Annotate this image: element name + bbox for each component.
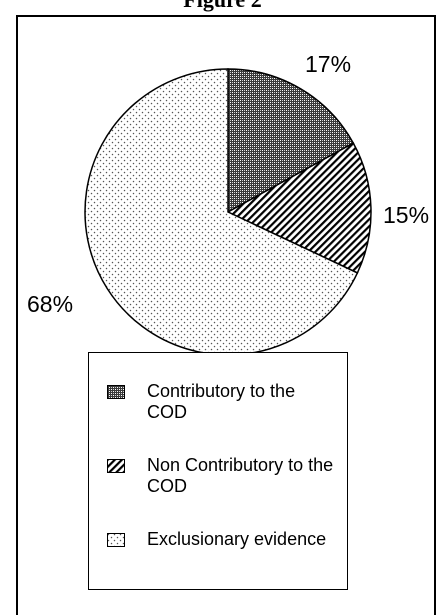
pie-slice-non-contributory [226, 142, 372, 274]
legend-swatch-exclusionary [107, 533, 125, 547]
pie-slice-contributory [227, 68, 355, 214]
pie-label-exclusionary: 68% [27, 291, 73, 317]
legend-swatch-non-contributory [107, 459, 125, 473]
legend-swatch-contributory [107, 385, 125, 399]
figure-title: Figure 2 [0, 0, 445, 12]
pie-label-non-contributory: 15% [383, 202, 429, 228]
legend-label-exclusionary: Exclusionary evidence [147, 529, 327, 549]
legend-label-non-contributory: Non Contributory to the COD [147, 455, 334, 496]
figure-frame [16, 15, 436, 615]
pie-label-contributory: 17% [305, 51, 351, 77]
legend-label-contributory: Contributory to the COD [147, 381, 296, 422]
chart-legend: Contributory to the COD Non Contributory… [88, 352, 348, 590]
pie-slice-exclusionary [84, 68, 359, 356]
pie-chart: 17% 15% 68% [27, 51, 429, 356]
